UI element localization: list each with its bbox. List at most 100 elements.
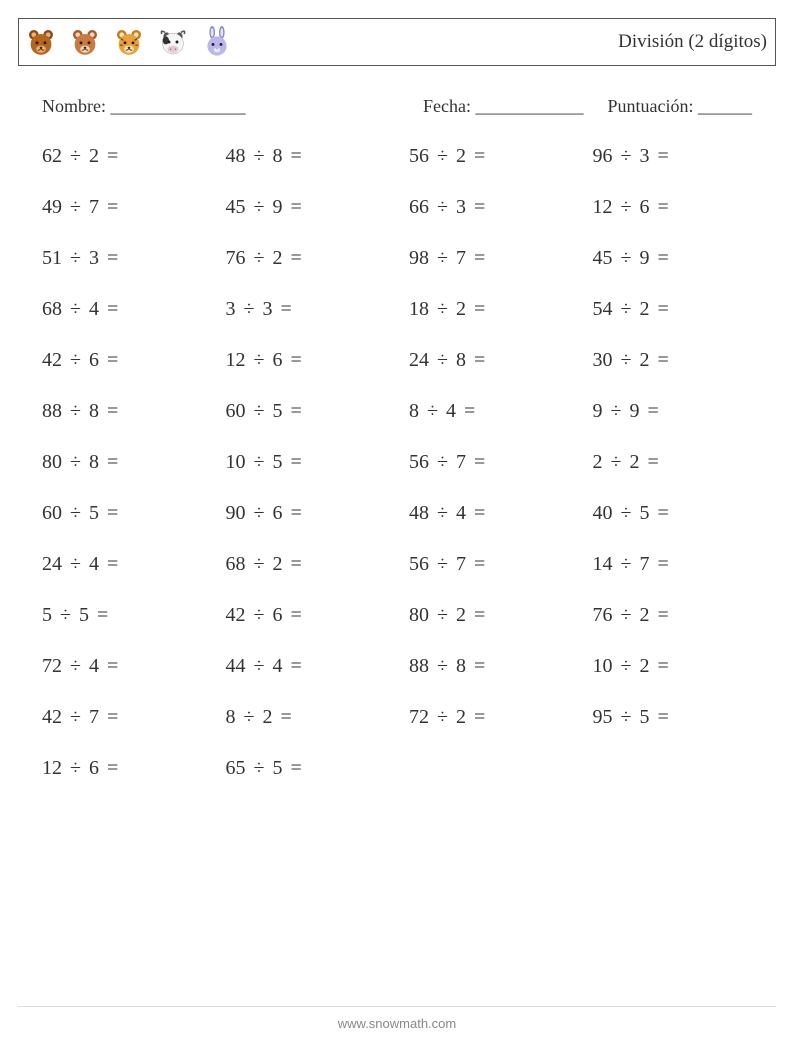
operand-b: 6 <box>272 502 282 525</box>
operand-a: 48 <box>409 502 429 525</box>
operand-b: 5 <box>272 757 282 780</box>
operand-b: 4 <box>89 655 99 678</box>
problem: 12÷6= <box>42 757 202 780</box>
problem: 12÷6= <box>226 349 386 372</box>
equals: = <box>278 298 291 321</box>
operand-b: 4 <box>89 298 99 321</box>
problem: 18÷2= <box>409 298 569 321</box>
animal-row <box>25 26 233 58</box>
problem: 56÷7= <box>409 553 569 576</box>
name-field: Nombre: _______________ <box>42 96 245 117</box>
equals: = <box>462 400 475 423</box>
operand-b: 4 <box>89 553 99 576</box>
operator: ÷ <box>619 298 634 321</box>
operator: ÷ <box>68 655 83 678</box>
operator: ÷ <box>435 349 450 372</box>
equals: = <box>655 145 668 168</box>
operand-a: 98 <box>409 247 429 270</box>
equals: = <box>288 400 301 423</box>
problem: 56÷2= <box>409 145 569 168</box>
equals: = <box>105 400 118 423</box>
operand-a: 42 <box>226 604 246 627</box>
operand-a: 56 <box>409 451 429 474</box>
operand-a: 42 <box>42 349 62 372</box>
problem: 62÷2= <box>42 145 202 168</box>
operand-b: 8 <box>456 655 466 678</box>
operator: ÷ <box>68 502 83 525</box>
operator: ÷ <box>252 655 267 678</box>
problem: 10 ÷2 = <box>593 655 753 678</box>
operand-b: 9 <box>272 196 282 219</box>
operand-b: 2 <box>272 553 282 576</box>
operand-a: 8 <box>226 706 236 729</box>
operand-a: 90 <box>226 502 246 525</box>
problem: 60÷5= <box>226 400 386 423</box>
equals: = <box>655 553 668 576</box>
operator: ÷ <box>68 298 83 321</box>
operator: ÷ <box>252 400 267 423</box>
problem: 2÷2= <box>593 451 753 474</box>
operand-a: 51 <box>42 247 62 270</box>
operator: ÷ <box>252 247 267 270</box>
operand-b: 8 <box>272 145 282 168</box>
operator: ÷ <box>252 604 267 627</box>
equals: = <box>645 451 658 474</box>
operator: ÷ <box>252 349 267 372</box>
operator: ÷ <box>435 604 450 627</box>
problem: 76÷2= <box>226 247 386 270</box>
operand-b: 2 <box>639 349 649 372</box>
equals: = <box>278 706 291 729</box>
info-row: Nombre: _______________ Fecha: _________… <box>42 96 752 117</box>
operand-a: 68 <box>226 553 246 576</box>
equals: = <box>472 502 485 525</box>
operand-b: 5 <box>272 451 282 474</box>
operand-b: 6 <box>89 349 99 372</box>
operator: ÷ <box>252 553 267 576</box>
operand-b: 7 <box>89 706 99 729</box>
operand-b: 4 <box>456 502 466 525</box>
operator: ÷ <box>435 451 450 474</box>
operand-a: 24 <box>409 349 429 372</box>
operand-a: 60 <box>42 502 62 525</box>
cow-icon <box>157 26 189 58</box>
problem: 66÷3= <box>409 196 569 219</box>
operand-a: 66 <box>409 196 429 219</box>
equals: = <box>288 349 301 372</box>
bear-icon <box>25 26 57 58</box>
problem: 40÷5= <box>593 502 753 525</box>
equals: = <box>95 604 108 627</box>
operator: ÷ <box>68 400 83 423</box>
operator: ÷ <box>435 145 450 168</box>
operand-b: 4 <box>446 400 456 423</box>
operator: ÷ <box>619 247 634 270</box>
problem: 8÷2= <box>226 706 386 729</box>
operator: ÷ <box>242 298 257 321</box>
equals: = <box>472 706 485 729</box>
equals: = <box>655 655 668 678</box>
operator: ÷ <box>435 655 450 678</box>
operand-a: 10 <box>593 655 613 678</box>
operator: ÷ <box>58 604 73 627</box>
operator: ÷ <box>435 706 450 729</box>
operand-b: 2 <box>639 655 649 678</box>
problem: 56÷7= <box>409 451 569 474</box>
problem: 10÷5= <box>226 451 386 474</box>
operator: ÷ <box>619 655 634 678</box>
equals: = <box>655 247 668 270</box>
problems-grid: 62÷2=48÷8=56÷2=96÷3=49÷7=45÷9=66÷3=12÷6=… <box>42 145 752 780</box>
problem: 72÷2= <box>409 706 569 729</box>
footer-text: www.snowmath.com <box>0 1016 794 1031</box>
operand-a: 76 <box>226 247 246 270</box>
problem: 88÷8= <box>42 400 202 423</box>
operand-a: 40 <box>593 502 613 525</box>
operator: ÷ <box>435 298 450 321</box>
operator: ÷ <box>68 145 83 168</box>
problem: 48÷8= <box>226 145 386 168</box>
operator: ÷ <box>68 196 83 219</box>
operand-a: 60 <box>226 400 246 423</box>
operand-b: 7 <box>89 196 99 219</box>
worksheet-page: División (2 dígitos) Nombre: ___________… <box>0 0 794 1053</box>
equals: = <box>288 145 301 168</box>
operator: ÷ <box>609 451 624 474</box>
operand-b: 6 <box>89 757 99 780</box>
